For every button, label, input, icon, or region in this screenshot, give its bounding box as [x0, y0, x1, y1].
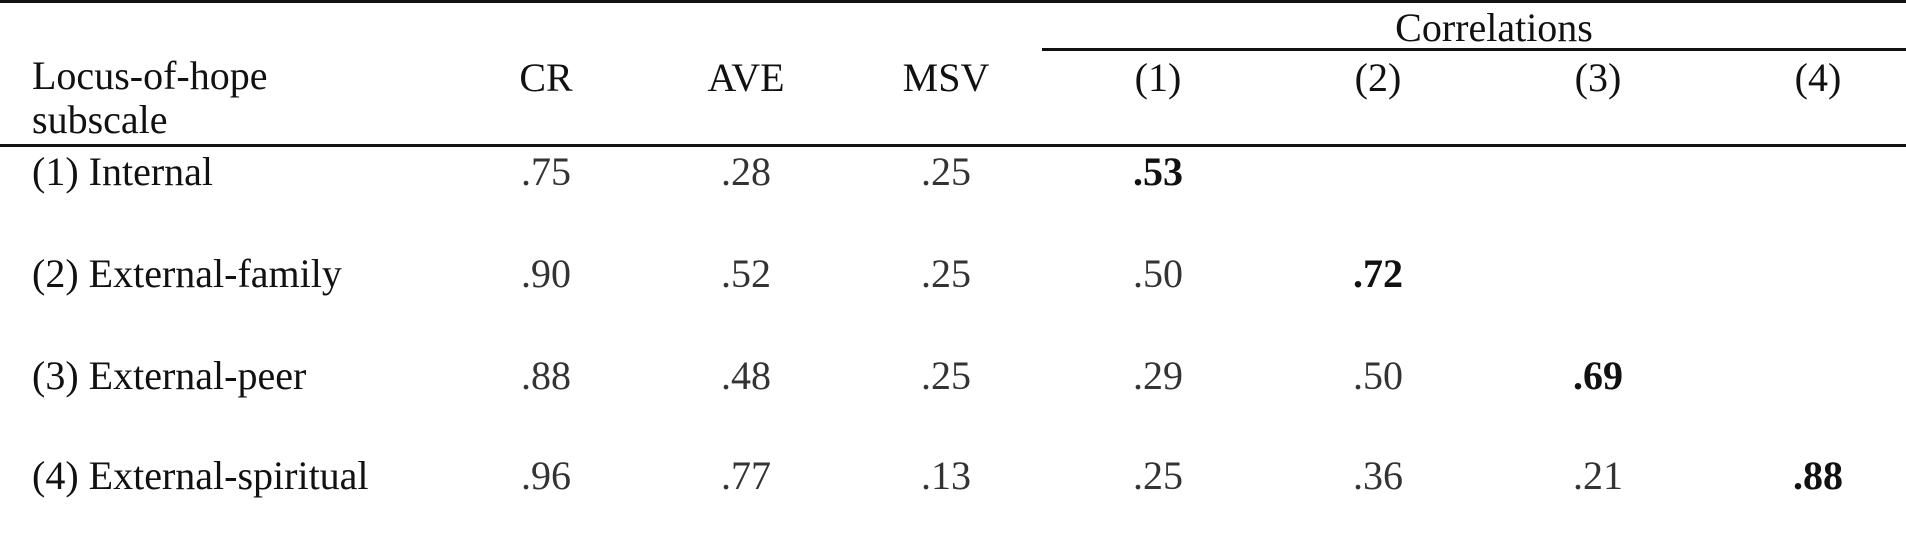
correlation-value: .25 [1133, 453, 1183, 498]
correlations-heading: Correlations [1395, 5, 1593, 50]
correlation-diagonal-value: .72 [1353, 251, 1403, 296]
correlation-value: .36 [1353, 453, 1403, 498]
correlation-diagonal-value: .69 [1573, 353, 1623, 398]
correlations-rule [1042, 48, 1906, 51]
msv-value: .13 [921, 453, 971, 498]
correlation-diagonal-value: .53 [1133, 149, 1183, 194]
cr-value: .96 [521, 453, 571, 498]
correlation-col-4-header: (4) [1794, 55, 1842, 100]
top-rule [0, 0, 1906, 3]
msv-value: .25 [921, 149, 971, 194]
correlation-value: .50 [1353, 353, 1403, 398]
correlation-value: .29 [1133, 353, 1183, 398]
correlation-col-3-header: (3) [1574, 55, 1622, 100]
correlation-col-2-header: (2) [1354, 55, 1402, 100]
row-label: (4) External-spiritual [32, 453, 369, 498]
ave-value: .52 [721, 251, 771, 296]
correlation-col-1-header: (1) [1134, 55, 1182, 100]
correlation-diagonal-value: .88 [1793, 453, 1843, 498]
ave-value: .48 [721, 353, 771, 398]
msv-column-header: MSV [902, 55, 990, 100]
msv-value: .25 [921, 353, 971, 398]
row-label: (1) Internal [32, 149, 214, 194]
header-rule [0, 144, 1906, 147]
row-label: (2) External-family [32, 251, 342, 296]
cr-value: .88 [521, 353, 571, 398]
cr-value: .75 [521, 149, 571, 194]
cr-value: .90 [521, 251, 571, 296]
correlation-value: .21 [1573, 453, 1623, 498]
msv-value: .25 [921, 251, 971, 296]
cr-column-header: CR [519, 55, 573, 100]
ave-value: .28 [721, 149, 771, 194]
row-label: (3) External-peer [32, 353, 307, 398]
ave-column-header: AVE [707, 55, 785, 100]
subscale-column-header: Locus-of-hope subscale [32, 53, 268, 142]
correlation-value: .50 [1133, 251, 1183, 296]
ave-value: .77 [721, 453, 771, 498]
